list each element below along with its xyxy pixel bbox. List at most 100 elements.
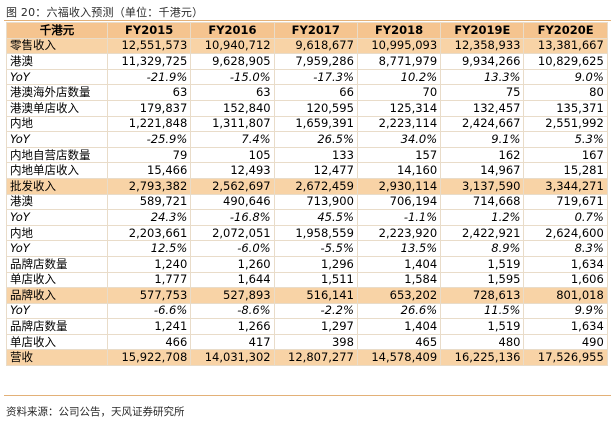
- value-cell: -17.3%: [273, 68, 358, 86]
- row-label: 单店收入: [6, 271, 108, 289]
- value-cell: 125,314: [356, 99, 442, 117]
- value-cell: -16.8%: [190, 209, 275, 226]
- value-cell: 8.3%: [523, 240, 608, 257]
- row-label: YoY: [6, 131, 108, 148]
- revenue-forecast-table: 千港元 FY2015 FY2016 FY2017 FY2018 FY2019E …: [6, 22, 608, 367]
- table-row: YoY 12.5% -6.0% -5.5% 13.5% 8.9% 8.3%: [6, 240, 608, 257]
- value-cell: -8.6%: [190, 302, 275, 320]
- value-cell: 132,457: [440, 99, 525, 117]
- value-cell: 75: [440, 84, 525, 101]
- table-row: YoY -6.6% -8.6% -2.2% 26.6% 11.5% 9.9%: [6, 302, 608, 320]
- value-cell: 1,584: [356, 271, 442, 289]
- value-cell: 466: [106, 333, 192, 351]
- value-cell: -2.2%: [273, 302, 358, 320]
- value-cell: 1,241: [106, 318, 192, 335]
- table-row: 单店收入 1,777 1,644 1,511 1,584 1,595 1,606: [6, 271, 608, 289]
- row-label: 批发收入: [6, 177, 108, 195]
- row-label: 零售收入: [6, 37, 108, 55]
- header-cell: FY2017: [273, 22, 358, 39]
- value-cell: 3,137,590: [440, 177, 525, 195]
- value-cell: 11,329,725: [106, 53, 192, 70]
- table-body: 零售收入 12,551,573 10,940,712 9,618,677 10,995,…: [6, 37, 608, 367]
- value-cell: 13.3%: [440, 68, 525, 86]
- table-row: YoY -21.9% -15.0% -17.3% 10.2% 13.3% 9.0%: [6, 68, 608, 86]
- table-row: 零售收入 12,551,573 10,940,712 9,618,677 10,995,…: [6, 37, 608, 55]
- table-row: 港澳 11,329,725 9,628,905 7,959,286 8,771,979 9…: [6, 53, 608, 70]
- value-cell: 63: [190, 84, 275, 101]
- source-note: 资料来源：公司公告，天风证券研究所: [6, 406, 185, 418]
- value-cell: 589,721: [106, 193, 192, 211]
- row-label: 品牌店数量: [6, 318, 108, 335]
- table-row: 内地 2,203,661 2,072,051 1,958,559 2,223,920 2,…: [6, 224, 608, 242]
- value-cell: 2,624,600: [523, 224, 608, 242]
- value-cell: 2,551,992: [523, 115, 608, 133]
- value-cell: 10.2%: [356, 68, 442, 86]
- value-cell: 1,958,559: [273, 224, 358, 242]
- row-label: 品牌店数量: [6, 255, 108, 273]
- value-cell: 1,511: [273, 271, 358, 289]
- value-cell: 1,240: [106, 255, 192, 273]
- row-label: 品牌收入: [6, 287, 108, 304]
- row-label: 内地单店收入: [6, 162, 108, 179]
- value-cell: 2,223,114: [356, 115, 442, 133]
- value-cell: 63: [106, 84, 192, 101]
- header-cell: FY2018: [356, 22, 442, 39]
- row-label: YoY: [6, 209, 108, 226]
- value-cell: 105: [190, 146, 275, 164]
- value-cell: 1,311,807: [190, 115, 275, 133]
- table-row: 品牌店数量 1,241 1,266 1,297 1,404 1,519 1,634: [6, 318, 608, 335]
- top-rule: [4, 20, 611, 21]
- value-cell: 16,225,136: [440, 349, 525, 367]
- value-cell: 2,203,661: [106, 224, 192, 242]
- value-cell: 79: [106, 146, 192, 164]
- value-cell: 120,595: [273, 99, 358, 117]
- value-cell: 12,493: [190, 162, 275, 179]
- value-cell: 1,221,848: [106, 115, 192, 133]
- value-cell: 12,551,573: [106, 37, 192, 55]
- value-cell: 15,281: [523, 162, 608, 179]
- table-row: YoY -25.9% 7.4% 26.5% 34.0% 9.1% 5.3%: [6, 131, 608, 148]
- value-cell: 527,893: [190, 287, 275, 304]
- value-cell: 12,358,933: [440, 37, 525, 55]
- figure-caption: 图 20：六福收入预测（单位：千港元）: [6, 6, 204, 19]
- value-cell: 8,771,979: [356, 53, 442, 70]
- value-cell: 26.5%: [273, 131, 358, 148]
- value-cell: 2,422,921: [440, 224, 525, 242]
- value-cell: 9.9%: [523, 302, 608, 320]
- table-row: 内地自营店数量 79 105 133 157 162 167: [6, 146, 608, 164]
- row-label: 内地: [6, 115, 108, 133]
- table-row: 单店收入 466 417 398 465 480 490: [6, 333, 608, 351]
- value-cell: 14,160: [356, 162, 442, 179]
- value-cell: 17,526,955: [523, 349, 608, 367]
- value-cell: 14,031,302: [190, 349, 275, 367]
- value-cell: 801,018: [523, 287, 608, 304]
- header-cell: FY2015: [106, 22, 192, 39]
- row-label: YoY: [6, 68, 108, 86]
- value-cell: 1,777: [106, 271, 192, 289]
- value-cell: 1,404: [356, 255, 442, 273]
- value-cell: 15,922,708: [106, 349, 192, 367]
- value-cell: 713,900: [273, 193, 358, 211]
- value-cell: 8.9%: [440, 240, 525, 257]
- value-cell: 24.3%: [106, 209, 192, 226]
- value-cell: 12,807,277: [273, 349, 358, 367]
- table-row: 港澳 589,721 490,646 713,900 706,194 714,668 719…: [6, 193, 608, 211]
- value-cell: 1,296: [273, 255, 358, 273]
- row-label: 港澳: [6, 193, 108, 211]
- value-cell: -25.9%: [106, 131, 192, 148]
- value-cell: 714,668: [440, 193, 525, 211]
- value-cell: 7.4%: [190, 131, 275, 148]
- table-row: 营收 15,922,708 14,031,302 12,807,277 14,578,4…: [6, 349, 608, 367]
- header-cell: FY2020E: [523, 22, 608, 39]
- value-cell: 34.0%: [356, 131, 442, 148]
- value-cell: 2,793,382: [106, 177, 192, 195]
- value-cell: 1,606: [523, 271, 608, 289]
- value-cell: 3,344,271: [523, 177, 608, 195]
- value-cell: -6.6%: [106, 302, 192, 320]
- value-cell: 2,672,459: [273, 177, 358, 195]
- value-cell: 653,202: [356, 287, 442, 304]
- table-row: 批发收入 2,793,382 2,562,697 2,672,459 2,930,114…: [6, 177, 608, 195]
- value-cell: 152,840: [190, 99, 275, 117]
- value-cell: 516,141: [273, 287, 358, 304]
- value-cell: 12,477: [273, 162, 358, 179]
